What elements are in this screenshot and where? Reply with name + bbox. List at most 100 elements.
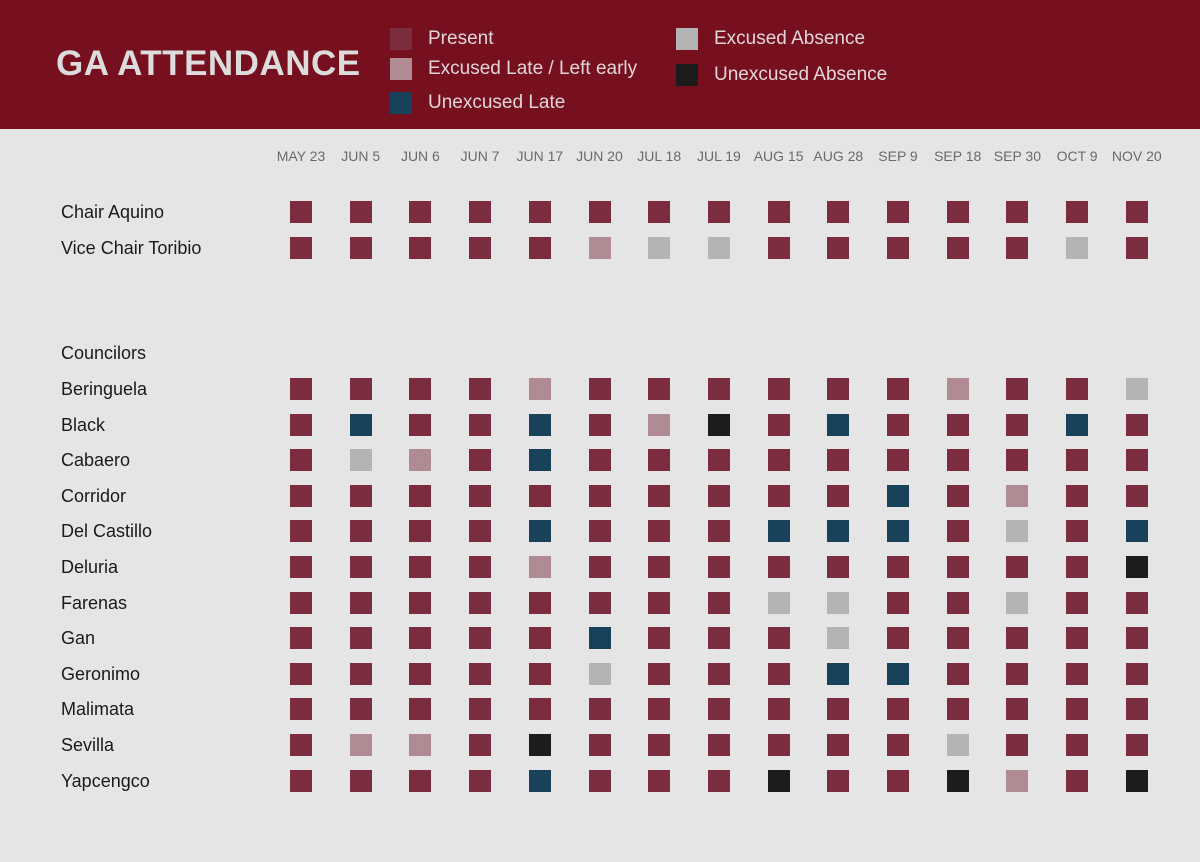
attendance-cell-present [767, 627, 790, 650]
attendance-cell-unexcused-late [1066, 413, 1089, 436]
attendance-cell-present [409, 698, 432, 721]
attendance-cell-present [588, 520, 611, 543]
attendance-cell-present [469, 484, 492, 507]
attendance-cell-unexcused-late [528, 769, 551, 792]
attendance-cell-excused-late-left-early [1006, 484, 1029, 507]
attendance-cell-unexcused-late [887, 484, 909, 507]
attendance-cell-present [827, 769, 850, 792]
attendance-cell-present [409, 378, 432, 400]
attendance-cell-present [409, 201, 432, 223]
attendance-cell-present [1006, 556, 1029, 578]
attendance-cell-present [946, 236, 969, 259]
attendance-cell-unexcused-late [827, 520, 850, 543]
attendance-cell-unexcused-late [827, 413, 850, 436]
attendance-cell-present [409, 591, 432, 614]
row-label: Malimata [61, 699, 135, 720]
attendance-cell-unexcused-late [528, 413, 551, 436]
attendance-cell-present [588, 591, 611, 614]
attendance-cell-excused-absence [349, 449, 372, 472]
row-label: Yapcengco [61, 770, 150, 791]
date-label: MAY 23 [276, 148, 326, 164]
attendance-cell-present [349, 769, 372, 792]
attendance-cell-present [290, 201, 312, 223]
attendance-cell-present [290, 484, 312, 507]
attendance-cell-unexcused-late [528, 520, 551, 543]
attendance-cell-present [648, 591, 671, 614]
row-label: Deluria [61, 557, 119, 577]
attendance-cell-present [887, 591, 909, 614]
attendance-cell-present [946, 520, 969, 543]
attendance-cell-excused-late-left-early [528, 556, 551, 578]
row-label: Cabaero [61, 450, 131, 471]
attendance-cell-unexcused-absence [528, 734, 551, 756]
attendance-cell-present [528, 236, 551, 259]
attendance-cell-present [290, 662, 312, 685]
attendance-cell-unexcused-late [827, 662, 850, 685]
attendance-cell-present [1066, 520, 1089, 543]
attendance-cell-excused-absence [588, 662, 611, 685]
date-label: JUN 5 [341, 148, 381, 164]
attendance-cell-excused-late-left-early [409, 449, 432, 472]
attendance-cell-present [648, 698, 671, 721]
attendance-cell-present [648, 378, 671, 400]
attendance-cell-unexcused-absence [946, 769, 969, 792]
attendance-cell-present [469, 662, 492, 685]
attendance-cell-present [1006, 201, 1029, 223]
attendance-cell-unexcused-late [1125, 520, 1148, 543]
legend-swatch-excused-absence [676, 28, 698, 50]
attendance-cell-present [1066, 449, 1089, 472]
attendance-cell-present [648, 556, 671, 578]
date-label: AUG 15 [753, 148, 804, 164]
attendance-cell-present [648, 734, 671, 756]
attendance-cell-present [349, 201, 372, 223]
attendance-cell-present [290, 413, 312, 436]
attendance-cell-present [827, 236, 850, 259]
attendance-cell-present [349, 378, 372, 400]
attendance-cell-present [767, 484, 790, 507]
attendance-cell-present [707, 591, 730, 614]
header-banner: GA ATTENDANCE Present Excused Late / Lef… [0, 0, 1200, 129]
row-label: Vice Chair Toribio [61, 237, 202, 258]
attendance-cell-present [349, 520, 372, 543]
attendance-cell-present [1125, 484, 1148, 507]
attendance-cell-present [946, 662, 969, 685]
attendance-cell-present [588, 201, 611, 223]
attendance-cell-unexcused-late [887, 662, 909, 685]
attendance-cell-present [827, 378, 850, 400]
attendance-cell-present [349, 236, 372, 259]
attendance-cell-excused-absence [1006, 591, 1029, 614]
attendance-cell-unexcused-late [349, 413, 372, 436]
attendance-cell-present [409, 520, 432, 543]
attendance-cell-present [1006, 627, 1029, 650]
attendance-cell-excused-absence [1125, 378, 1148, 400]
attendance-cell-present [409, 627, 432, 650]
legend-label-excused-late: Excused Late / Left early [428, 58, 638, 79]
attendance-cell-present [946, 627, 969, 650]
attendance-cell-present [1066, 591, 1089, 614]
attendance-cell-present [827, 484, 850, 507]
attendance-cell-present [648, 520, 671, 543]
date-label: JUL 19 [696, 148, 741, 164]
attendance-cell-present [588, 484, 611, 507]
attendance-cell-present [409, 556, 432, 578]
attendance-cell-present [290, 591, 312, 614]
row-label: Farenas [61, 592, 128, 613]
attendance-cell-present [290, 520, 312, 543]
attendance-cell-unexcused-late [588, 627, 611, 650]
date-label: JUN 20 [576, 148, 623, 164]
attendance-cell-present [469, 627, 492, 650]
attendance-cell-excused-late-left-early [349, 734, 372, 756]
attendance-cell-present [349, 662, 372, 685]
attendance-cell-present [290, 236, 312, 259]
attendance-cell-present [588, 698, 611, 721]
attendance-cell-unexcused-absence [1125, 769, 1148, 792]
attendance-cell-present [707, 769, 730, 792]
attendance-cell-present [588, 556, 611, 578]
attendance-cell-present [349, 627, 372, 650]
attendance-cell-present [707, 734, 730, 756]
attendance-cell-present [946, 698, 969, 721]
attendance-cell-present [409, 484, 432, 507]
attendance-cell-present [946, 484, 969, 507]
attendance-cell-present [887, 769, 909, 792]
attendance-cell-present [1125, 698, 1148, 721]
